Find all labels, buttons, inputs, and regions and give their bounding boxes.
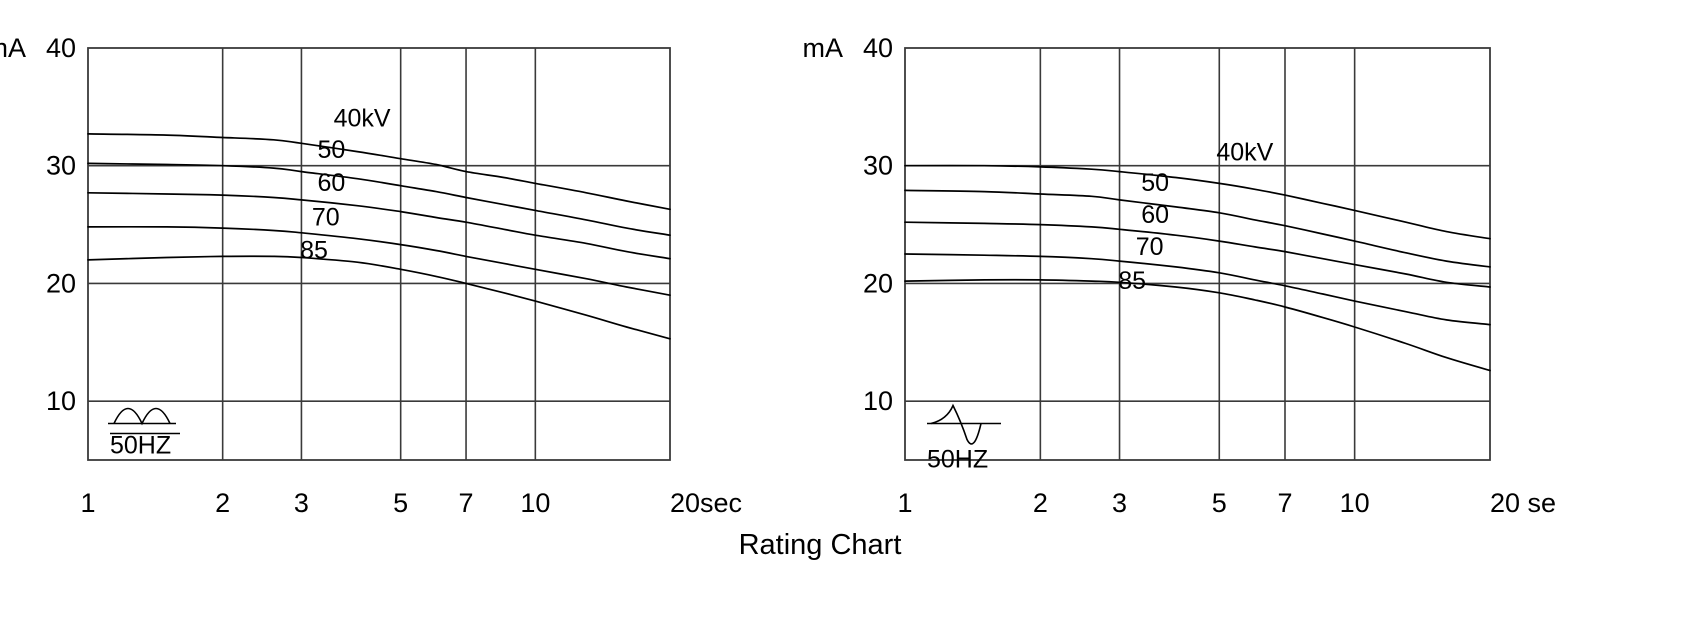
x-tick-label-10: 10: [520, 488, 550, 518]
y-axis-unit-label: mA: [0, 33, 26, 63]
curve-label-85: 85: [300, 236, 328, 264]
curve-50kv: [87, 162, 671, 237]
y-tick-label-30: 30: [46, 151, 76, 181]
chart-title: Rating Chart: [739, 529, 902, 561]
curve-60kv: [904, 221, 1491, 288]
curve-label-50: 50: [317, 136, 345, 164]
x-tick-label-2: 2: [1033, 488, 1048, 518]
x-tick-label-7: 7: [1277, 488, 1292, 518]
y-tick-label-40: 40: [46, 33, 76, 63]
y-tick-label-40: 40: [863, 33, 893, 63]
x-tick-label-3: 3: [294, 488, 309, 518]
curve-label-60: 60: [1141, 201, 1169, 229]
frequency-label-left: 50HZ: [110, 432, 171, 460]
waveform-path: [930, 403, 982, 445]
half-wave-sine-icon: [927, 403, 1001, 445]
curve-40kVkv: [87, 133, 671, 211]
chart-panel-left: 40 30 20 10 mA 1 2 3 5 7 10 20sec 40kV 50 60 70 85 50HZ: [0, 33, 742, 518]
plot-frame: [87, 47, 671, 461]
curve-label-70: 70: [1136, 233, 1164, 261]
x-tick-label-20: 20 se: [1490, 488, 1556, 518]
curve-60kv: [87, 191, 671, 260]
frequency-label-right: 50HZ: [927, 446, 988, 474]
y-tick-label-10: 10: [863, 386, 893, 416]
y-tick-label-30: 30: [863, 151, 893, 181]
curve-85kv: [904, 278, 1491, 372]
y-tick-label-10: 10: [46, 386, 76, 416]
curve-label-40kV: 40kV: [1216, 139, 1273, 167]
curve-40kVkv: [904, 164, 1491, 240]
x-tick-label-1: 1: [80, 488, 95, 518]
x-tick-label-5: 5: [1212, 488, 1227, 518]
curve-label-40kV: 40kV: [334, 104, 391, 132]
curve-70kv: [87, 225, 671, 297]
x-tick-label-1: 1: [897, 488, 912, 518]
curve-85kv: [87, 255, 671, 340]
curve-50kv: [904, 189, 1491, 268]
curve-label-50: 50: [1141, 169, 1169, 197]
waveform-path: [113, 407, 171, 426]
y-tick-label-20: 20: [46, 268, 76, 298]
curve-label-60: 60: [317, 169, 345, 197]
x-tick-label-5: 5: [393, 488, 408, 518]
plot-frame: [904, 47, 1491, 461]
y-tick-label-20: 20: [863, 268, 893, 298]
x-tick-label-3: 3: [1112, 488, 1127, 518]
full-wave-rectified-icon: [108, 407, 176, 426]
x-tick-label-20: 20sec: [670, 488, 742, 518]
x-tick-label-2: 2: [215, 488, 230, 518]
y-axis-unit-label: mA: [803, 33, 844, 63]
x-tick-label-10: 10: [1340, 488, 1370, 518]
x-tick-label-7: 7: [459, 488, 474, 518]
chart-panel-right: 40 30 20 10 mA 1 2 3 5 7 10 20 se 40kV 50 60 70 85 50HZ: [803, 33, 1557, 518]
curve-70kv: [904, 253, 1491, 326]
curve-label-85: 85: [1118, 267, 1146, 295]
curve-label-70: 70: [312, 203, 340, 231]
